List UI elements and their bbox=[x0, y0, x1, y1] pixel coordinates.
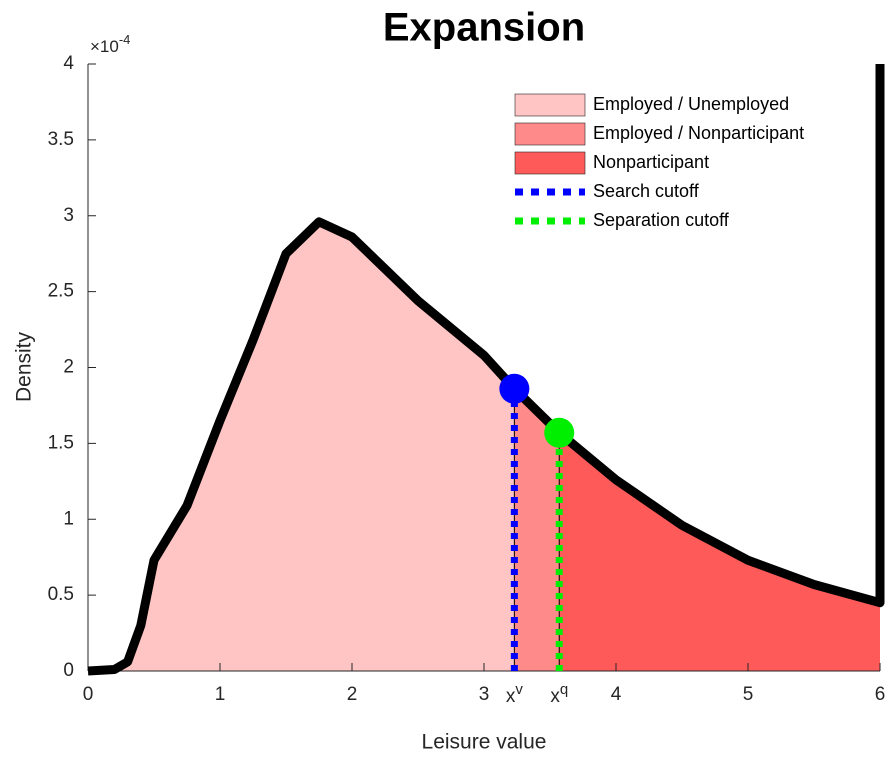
y-tick-label: 0.5 bbox=[48, 584, 74, 605]
y-tick-label: 3.5 bbox=[48, 129, 74, 150]
x-tick-label: 2 bbox=[347, 684, 358, 705]
y-tick-label: 2.5 bbox=[48, 281, 74, 302]
y-tick-label: 2 bbox=[63, 357, 74, 378]
region-area bbox=[88, 221, 515, 671]
legend-swatch bbox=[514, 93, 586, 117]
cutoff-label-sup: q bbox=[560, 681, 568, 698]
x-tick-label: 0 bbox=[83, 684, 94, 705]
x-tick-label: 6 bbox=[875, 684, 886, 705]
cutoff-label-sup: v bbox=[515, 681, 523, 698]
cutoff-point bbox=[544, 417, 575, 448]
y-tick-label: 3 bbox=[63, 205, 74, 226]
x-tick-label: 1 bbox=[215, 684, 226, 705]
y-tick-label: 0 bbox=[63, 660, 74, 681]
y-tick-label: 1.5 bbox=[48, 432, 74, 453]
x-tick-label: 4 bbox=[611, 684, 622, 705]
y-multiplier: ×10-4 bbox=[90, 32, 130, 56]
legend-label: Employed / Unemployed bbox=[593, 94, 789, 114]
cutoff-label-base: x bbox=[550, 686, 560, 707]
cutoff-label: xv bbox=[506, 681, 524, 707]
x-tick-label: 3 bbox=[479, 684, 490, 705]
legend-swatch bbox=[514, 122, 586, 146]
cutoff-point bbox=[499, 373, 530, 404]
x-axis-label: Leisure value bbox=[422, 731, 547, 754]
legend-swatch bbox=[514, 151, 586, 175]
legend-label: Employed / Nonparticipant bbox=[593, 123, 804, 143]
chart-title: Expansion bbox=[383, 6, 585, 50]
x-tick-label: 5 bbox=[743, 684, 754, 705]
y-tick-label: 4 bbox=[63, 53, 74, 74]
multiplier-exponent: -4 bbox=[119, 32, 131, 47]
region-area bbox=[559, 432, 880, 671]
density-curve bbox=[87, 64, 885, 676]
cutoff-label: xq bbox=[550, 681, 568, 707]
region-area bbox=[514, 388, 560, 671]
legend-label: Search cutoff bbox=[593, 181, 700, 201]
y-axis-label: Density bbox=[13, 331, 36, 402]
cutoff-label-base: x bbox=[506, 686, 516, 707]
legend-label: Separation cutoff bbox=[593, 210, 730, 230]
multiplier-base: ×10 bbox=[90, 37, 119, 56]
legend-label: Nonparticipant bbox=[593, 152, 709, 172]
y-tick-label: 1 bbox=[63, 508, 74, 529]
